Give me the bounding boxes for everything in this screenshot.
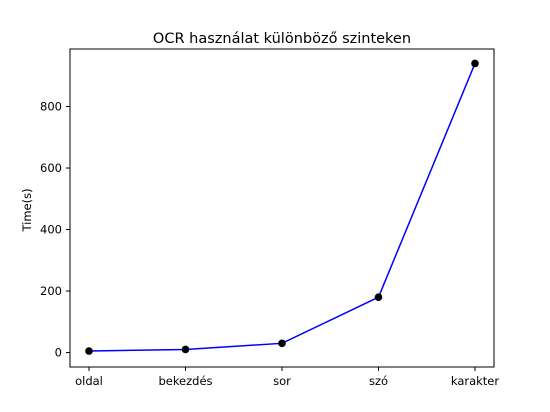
y-tick-label: 600 [40,161,62,175]
data-point-oldal [85,347,93,355]
plot-area-frame [69,48,495,368]
y-tick-label: 0 [55,346,62,360]
x-tick-label: sor [273,374,291,388]
data-point-bekezdés [181,345,190,354]
x-axis: oldal bekezdés sor szó karakter [75,367,499,388]
y-tick-label: 800 [40,100,62,114]
data-point-szó [374,293,383,301]
y-axis-label: Time(s) [20,188,34,232]
x-tick-label: oldal [75,374,103,388]
x-tick-label: bekezdés [158,374,212,388]
chart-title: OCR használat különböző szinteken [153,31,411,47]
data-point-karakter [471,59,479,68]
data-point-sor [278,339,286,348]
x-tick-label: szó [369,374,388,388]
series-line [88,63,476,352]
y-axis: 0 200 400 600 800 [40,100,70,360]
y-tick-label: 200 [40,284,62,298]
x-tick-label: karakter [451,374,500,388]
series-group [85,59,479,355]
y-tick-label: 400 [40,223,62,237]
